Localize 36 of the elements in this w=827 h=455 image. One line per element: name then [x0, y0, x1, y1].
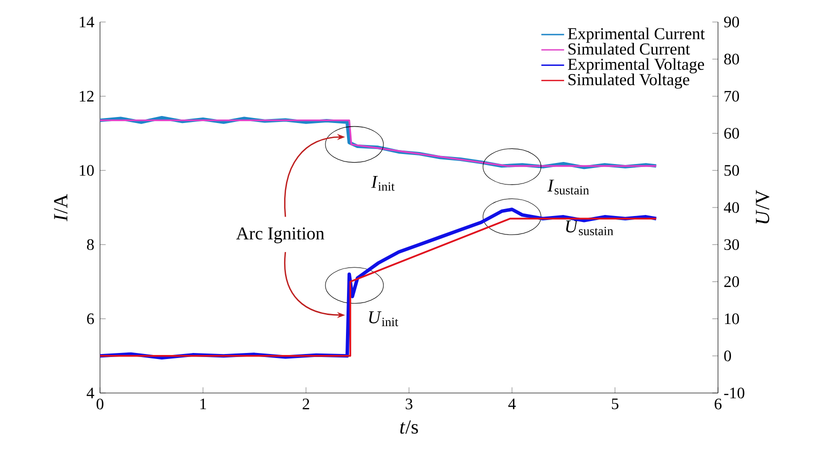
annotation: I$_{sustain}$: [547, 180, 589, 194]
y-tick-label: 8: [87, 239, 94, 250]
legend-label: Exprimental Current: [568, 28, 705, 43]
y-tick-label: 4: [86, 388, 94, 398]
y2-tick-label: 90: [724, 16, 739, 28]
y2-tick-label: 40: [724, 202, 739, 213]
y-tick-label: 6: [87, 313, 94, 324]
annotation: Arc Ignition: [236, 227, 324, 244]
y2-tick-label: 70: [724, 90, 739, 102]
annotation: U$_{init}$: [369, 311, 398, 326]
y-tick-label: 14: [80, 16, 94, 28]
y-tick-label: 12: [80, 90, 94, 102]
y2-axis-title: U/V: [756, 190, 770, 224]
legend-label: Simulated Voltage: [568, 74, 690, 89]
y2-tick-label: 60: [724, 128, 739, 139]
x-tick-label: 5: [612, 398, 618, 410]
x-tick-label: 3: [406, 398, 412, 410]
legend-label: Simulated Current: [568, 42, 690, 55]
y2-tick-label: 30: [724, 239, 739, 250]
y2-tick-label: 20: [724, 276, 739, 288]
y2-tick-label: -10: [724, 388, 744, 398]
x-axis-title: t/s: [400, 420, 418, 434]
x-tick-label: 2: [302, 398, 310, 410]
x-tick-label: 0: [96, 398, 104, 410]
annotation: I$_{init}$: [371, 176, 395, 191]
legend-label: Exprimental Voltage: [568, 58, 704, 74]
y-tick-label: 10: [80, 165, 94, 176]
x-tick-label: 6: [714, 398, 722, 410]
y2-tick-label: 0: [724, 350, 731, 362]
y2-tick-label: 10: [725, 313, 739, 324]
y2-tick-label: 80: [724, 54, 739, 64]
x-tick-label: 4: [508, 398, 516, 410]
y-axis-title: I/A: [54, 194, 68, 222]
y2-tick-label: 50: [724, 165, 739, 176]
x-tick-label: 1: [200, 398, 206, 410]
annotation: U$_{sustain}$: [566, 220, 614, 236]
